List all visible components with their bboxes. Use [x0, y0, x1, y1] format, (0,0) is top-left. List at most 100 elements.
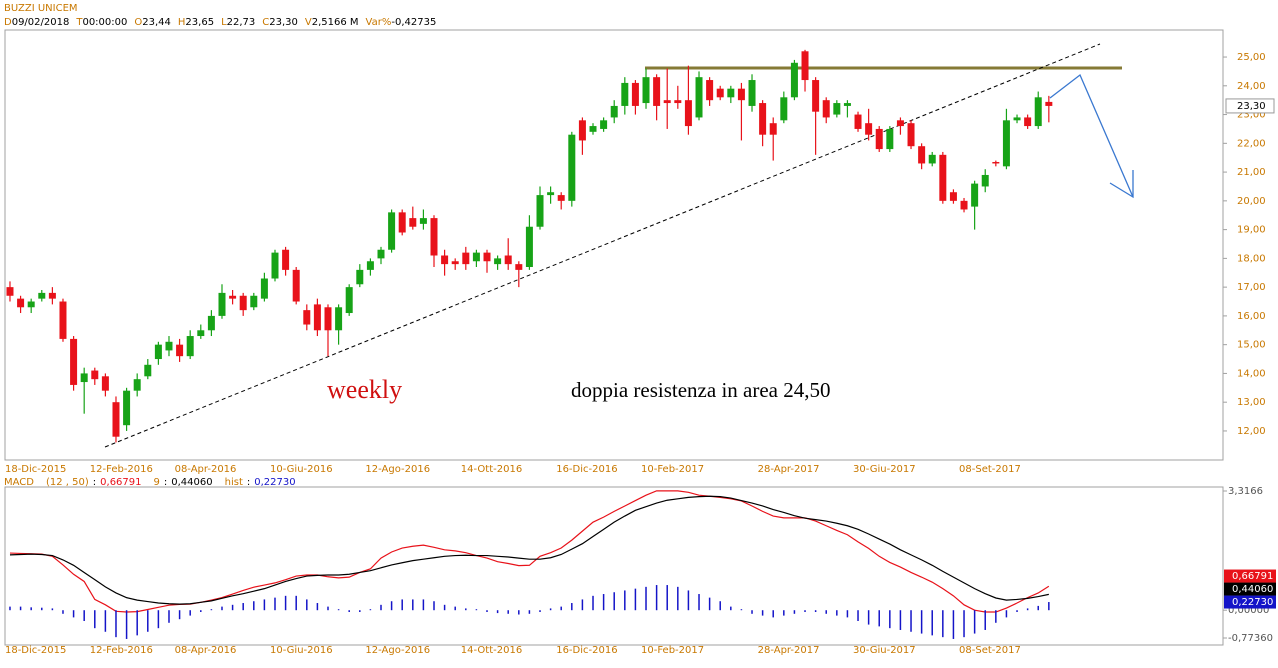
current-value-label: 0,22730	[1232, 597, 1273, 608]
candle-body	[409, 218, 417, 227]
candle-body	[123, 390, 131, 426]
header-value: 22,73	[227, 17, 256, 28]
y-tick-label: 18,00	[1237, 253, 1266, 264]
candle-body	[949, 192, 957, 201]
header-key: H	[178, 17, 186, 28]
header-key: O	[134, 17, 142, 28]
x-tick-label: 16-Dic-2016	[556, 645, 617, 656]
y-tick-label: 22,00	[1237, 138, 1266, 149]
header-value: 2,5166 M	[312, 17, 359, 28]
price-panel	[4, 29, 1224, 461]
header-key: D	[4, 17, 12, 28]
candle-body	[547, 192, 555, 196]
y-tick-label: 21,00	[1237, 167, 1266, 178]
x-tick-label: 18-Dic-2015	[5, 464, 66, 475]
header-key: T	[75, 17, 83, 28]
candle-body	[165, 341, 173, 351]
candle-body	[462, 252, 470, 265]
candle-body	[144, 364, 152, 377]
candle-body	[176, 344, 184, 357]
candle-body	[430, 218, 438, 256]
x-tick-label: 12-Ago-2016	[365, 645, 430, 656]
candle-body	[91, 370, 99, 380]
candle-body	[589, 126, 597, 132]
x-tick-label: 12-Feb-2016	[90, 464, 153, 475]
candle-body	[335, 307, 343, 331]
legend-sep: :	[164, 477, 167, 488]
candle-body	[6, 287, 14, 296]
x-tick-label: 10-Giu-2016	[270, 464, 333, 475]
candle-body	[1024, 117, 1032, 127]
x-tick-label: 08-Set-2017	[959, 645, 1021, 656]
candle-body	[515, 264, 523, 270]
candle-body	[441, 255, 449, 265]
last-price-box	[1225, 98, 1275, 114]
candle-body	[494, 258, 502, 265]
candle-body	[70, 338, 78, 385]
candle-body	[154, 344, 162, 360]
candle-body	[260, 278, 268, 299]
candle-body	[59, 301, 67, 339]
candle-body	[472, 252, 480, 262]
y-tick-label: 15,00	[1237, 340, 1266, 351]
candle-body	[621, 82, 629, 106]
header-value: -0,42735	[391, 17, 436, 28]
annotation: doppia resistenza in area 24,50	[571, 378, 831, 402]
candle-body	[695, 77, 703, 118]
header-line: D09/02/2018 T00:00:00 O23,44 H23,65 L22,73 C2…	[4, 17, 436, 28]
legend-value: 0,44060	[171, 477, 212, 488]
candle-body	[578, 120, 586, 141]
header-value: 09/02/2018	[12, 17, 70, 28]
candle-body	[886, 128, 894, 150]
current-value-box	[1224, 582, 1276, 596]
current-value-box	[1224, 595, 1276, 609]
candle-body	[239, 295, 247, 311]
candle-body	[525, 226, 533, 268]
candle-body	[207, 315, 215, 331]
current-value-label: 0,66791	[1232, 571, 1273, 582]
candle-body	[918, 146, 926, 164]
candle-body	[684, 100, 692, 127]
candle-body	[17, 298, 25, 308]
candle-body	[133, 379, 141, 391]
header-value: 23,30	[269, 17, 298, 28]
macd-line	[9, 490, 1050, 613]
candle-body	[928, 154, 936, 164]
candle-body	[451, 261, 459, 265]
candle-body	[292, 269, 300, 302]
candle-body	[536, 195, 544, 227]
macd-title: MACD	[4, 477, 34, 488]
candle-body	[271, 252, 279, 279]
current-value-box	[1224, 569, 1276, 583]
chart-title: BUZZI UNICEM	[4, 3, 78, 14]
candle-body	[80, 373, 88, 383]
candle-body	[812, 80, 820, 112]
candle-body	[790, 62, 798, 98]
projection-arrow	[1049, 73, 1134, 198]
candle-body	[48, 292, 56, 299]
candle-body	[663, 100, 671, 104]
x-tick-label: 12-Ago-2016	[365, 464, 430, 475]
candle-body	[356, 269, 364, 285]
current-value-label: 0,44060	[1232, 584, 1273, 595]
x-tick-label: 14-Ott-2016	[461, 645, 522, 656]
candle-body	[642, 77, 650, 104]
candle-body	[780, 97, 788, 121]
candle-body	[27, 301, 35, 308]
y-tick-label: -0,77360	[1228, 633, 1273, 644]
y-tick-label: 13,00	[1237, 397, 1266, 408]
header-key: C	[262, 17, 269, 28]
candle-body	[631, 82, 639, 106]
x-tick-label: 08-Set-2017	[959, 464, 1021, 475]
candle-body	[939, 154, 947, 201]
candle-body	[610, 105, 618, 118]
candle-body	[727, 88, 735, 98]
trend-line	[104, 43, 1101, 448]
y-tick-label: 0,00000	[1228, 605, 1269, 616]
header-key: L	[221, 17, 227, 28]
candle-body	[282, 249, 290, 270]
candle-body	[186, 336, 194, 357]
y-tick-label: 19,00	[1237, 225, 1266, 236]
candle-body	[854, 114, 862, 129]
candle-body	[229, 295, 237, 299]
